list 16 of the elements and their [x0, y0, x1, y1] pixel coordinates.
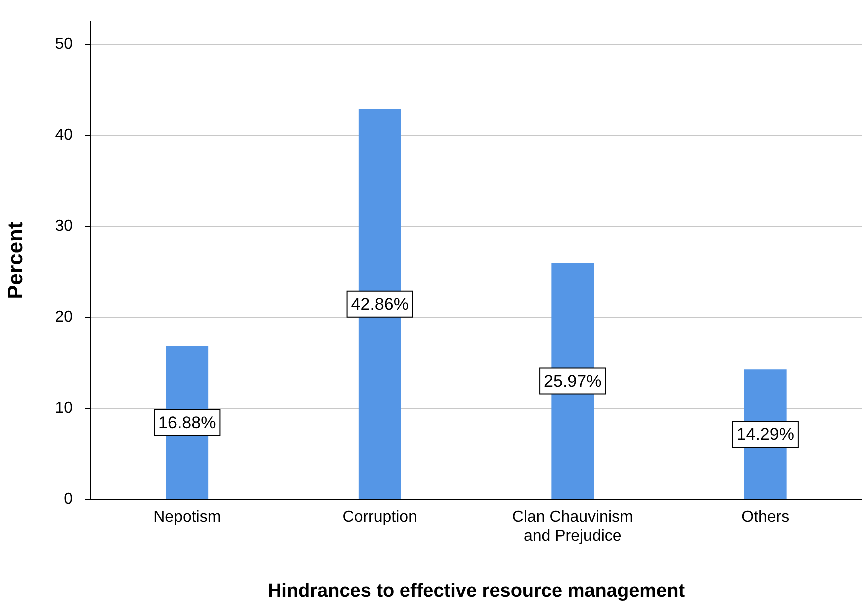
data-label: 14.29%	[736, 425, 794, 444]
y-tick-label: 40	[55, 126, 74, 144]
y-tick-label: 10	[55, 400, 74, 418]
y-tick-label: 30	[55, 218, 74, 235]
x-tick-label: Corruption	[342, 508, 418, 526]
y-tick-label: 20	[55, 309, 74, 326]
x-tick-label: Nepotism	[154, 508, 222, 526]
data-label: 42.86%	[351, 295, 409, 314]
x-tick-label: Clan Chauvinism and Prejudice	[512, 508, 634, 546]
data-label: 25.97%	[544, 372, 602, 391]
y-tick-label: 0	[64, 491, 74, 508]
y-axis-title: Percent	[4, 222, 28, 300]
y-tick-label: 50	[55, 36, 74, 53]
data-label: 16.88%	[158, 413, 216, 432]
x-axis-title: Hindrances to effective resource management	[268, 580, 686, 602]
x-tick-label: Others	[742, 508, 790, 526]
